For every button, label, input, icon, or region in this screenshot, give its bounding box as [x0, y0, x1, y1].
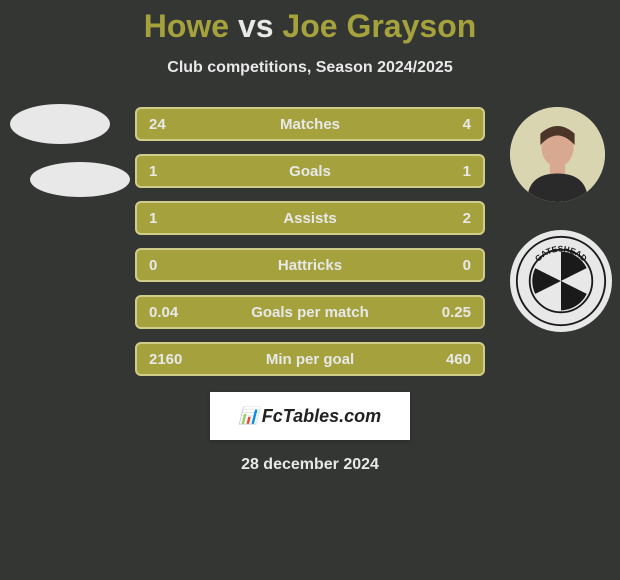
stat-row-goals: 1 Goals 1: [135, 154, 485, 188]
page-title: Howe vs Joe Grayson: [0, 8, 620, 45]
stat-label: Min per goal: [199, 351, 421, 368]
stat-label: Goals per match: [199, 304, 421, 321]
stat-left-value: 0: [149, 257, 199, 274]
stat-right-value: 2: [421, 210, 471, 227]
date-label: 28 december 2024: [0, 456, 620, 474]
stat-label: Hattricks: [199, 257, 421, 274]
player1-name: Howe: [144, 8, 229, 44]
stat-right-value: 460: [421, 351, 471, 368]
brand-label: 📊 FcTables.com: [239, 406, 381, 427]
stat-right-value: 0.25: [421, 304, 471, 321]
stat-row-matches: 24 Matches 4: [135, 107, 485, 141]
stat-row-assists: 1 Assists 2: [135, 201, 485, 235]
stat-right-value: 4: [421, 116, 471, 133]
stat-left-value: 1: [149, 163, 199, 180]
player2-avatar: [510, 107, 605, 202]
stat-left-value: 0.04: [149, 304, 199, 321]
stat-label: Goals: [199, 163, 421, 180]
stat-left-value: 2160: [149, 351, 199, 368]
stat-row-min-per-goal: 2160 Min per goal 460: [135, 342, 485, 376]
vs-text: vs: [238, 8, 274, 44]
stats-table: 24 Matches 4 1 Goals 1 1 Assists 2 0 Hat…: [135, 107, 485, 376]
player1-avatar: [10, 99, 110, 199]
player2-name: Joe Grayson: [282, 8, 476, 44]
comparison-card: Howe vs Joe Grayson Club competitions, S…: [0, 0, 620, 474]
stat-left-value: 1: [149, 210, 199, 227]
stat-label: Assists: [199, 210, 421, 227]
stat-row-goals-per-match: 0.04 Goals per match 0.25: [135, 295, 485, 329]
stat-left-value: 24: [149, 116, 199, 133]
stat-right-value: 0: [421, 257, 471, 274]
stat-right-value: 1: [421, 163, 471, 180]
brand-banner[interactable]: 📊 FcTables.com: [210, 392, 410, 440]
chart-icon: 📊: [239, 406, 259, 426]
subtitle: Club competitions, Season 2024/2025: [0, 59, 620, 77]
main-area: GATESHEAD 24 Matches 4 1 Goals 1 1 Assis…: [0, 107, 620, 474]
stat-row-hattricks: 0 Hattricks 0: [135, 248, 485, 282]
stat-label: Matches: [199, 116, 421, 133]
club-badge: GATESHEAD: [510, 230, 612, 332]
